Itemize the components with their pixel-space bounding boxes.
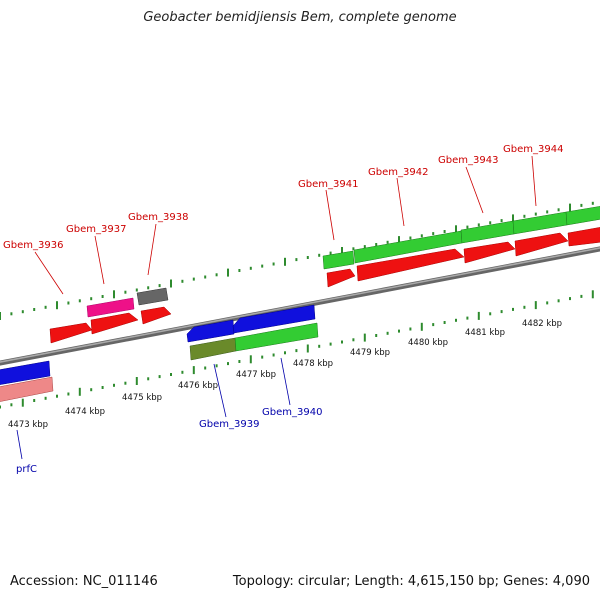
gene-arrow-gbem-3936[interactable] (49, 322, 93, 344)
gene-label-gbem-3944[interactable]: Gbem_3944 (503, 144, 563, 155)
kbp-label-4482: 4482 kbp (522, 319, 562, 329)
gene-arrow-gbem-3941a[interactable] (322, 250, 355, 270)
gene-arrow-gbem-3937a[interactable] (86, 297, 135, 318)
gene-label-gbem-3936[interactable]: Gbem_3936 (3, 240, 63, 251)
kbp-label-4474: 4474 kbp (65, 407, 105, 417)
gene-arrow-next-b[interactable] (567, 227, 600, 247)
gene-arrow-gbem-3943b[interactable] (463, 241, 516, 264)
gene-label-gbem-3943[interactable]: Gbem_3943 (438, 155, 498, 166)
gene-arrow-gbem-3944a[interactable] (512, 211, 568, 235)
upper-tick-track (0, 201, 594, 320)
reverse-strand-genes (0, 304, 319, 402)
gene-label-gbem-3938[interactable]: Gbem_3938 (128, 212, 188, 223)
kbp-label-4477: 4477 kbp (236, 370, 276, 380)
bottom-gene-labels: Gbem_3939 Gbem_3940 prfC (16, 407, 322, 475)
genome-backbone-highlight (0, 247, 600, 363)
bottom-label-leaders (16, 357, 291, 460)
kbp-labels: 4473 kbp 4474 kbp 4475 kbp 4476 kbp 4477… (8, 319, 562, 430)
lower-tick-track (0, 290, 594, 409)
gene-arrow-gbem-3943a[interactable] (460, 220, 515, 244)
gene-arrow-gbem-3940b[interactable] (234, 322, 319, 352)
kbp-label-4479: 4479 kbp (350, 348, 390, 358)
gene-arrow-left-pink[interactable] (0, 376, 54, 402)
kbp-label-4476: 4476 kbp (178, 381, 218, 391)
topology-info: Topology: circular; Length: 4,615,150 bp… (232, 574, 590, 589)
gene-label-gbem-3940[interactable]: Gbem_3940 (262, 407, 322, 418)
forward-strand-genes (49, 206, 600, 344)
gene-arrow-gbem-3942b[interactable] (356, 248, 465, 282)
map-title: Geobacter bemidjiensis Bem, complete gen… (143, 10, 457, 25)
genome-backbone (0, 246, 600, 366)
gene-label-gbem-3939[interactable]: Gbem_3939 (199, 419, 259, 430)
gene-label-prfc[interactable]: prfC (16, 464, 37, 475)
gene-label-gbem-3937[interactable]: Gbem_3937 (66, 224, 126, 235)
kbp-label-4480: 4480 kbp (408, 338, 448, 348)
accession-info: Accession: NC_011146 (10, 574, 158, 589)
kbp-label-4475: 4475 kbp (122, 393, 162, 403)
gene-arrow-gbem-3944b[interactable] (514, 232, 569, 257)
gene-arrow-gbem-3941b[interactable] (326, 268, 356, 288)
gene-label-gbem-3942[interactable]: Gbem_3942 (368, 167, 428, 178)
gene-arrow-gbem-3939b[interactable] (189, 337, 237, 361)
gene-arrow-gbem-3937b[interactable] (90, 312, 139, 335)
gene-arrow-gbem-3940a[interactable] (232, 304, 316, 334)
gene-arrow-gbem-3938b[interactable] (140, 306, 172, 325)
kbp-label-4473: 4473 kbp (8, 420, 48, 430)
kbp-label-4478: 4478 kbp (293, 359, 333, 369)
top-gene-labels: Gbem_3936 Gbem_3937 Gbem_3938 Gbem_3941 … (3, 144, 563, 251)
kbp-label-4481: 4481 kbp (465, 328, 505, 338)
gene-arrow-left-blue[interactable] (0, 360, 51, 385)
gene-arrow-gbem-3938a[interactable] (136, 287, 169, 306)
gene-label-gbem-3941[interactable]: Gbem_3941 (298, 179, 358, 190)
top-label-leaders (34, 155, 537, 295)
gene-arrow-next-a[interactable] (565, 206, 600, 226)
